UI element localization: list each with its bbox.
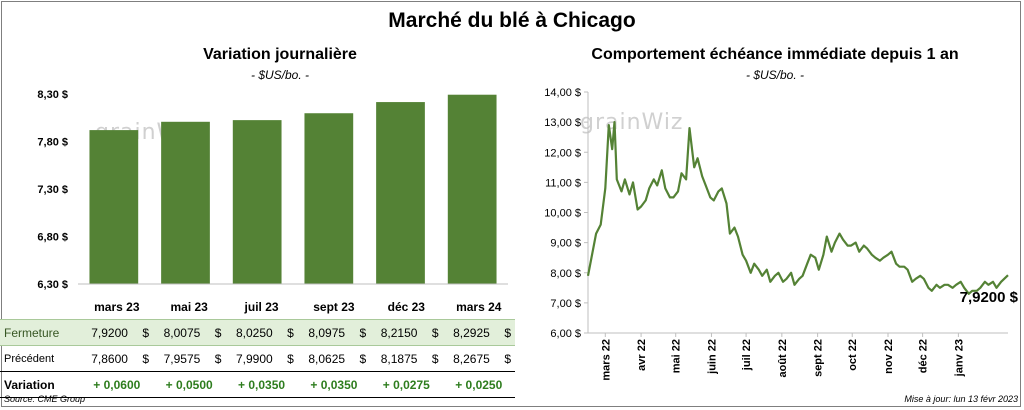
currency-symbol: $ xyxy=(127,345,153,372)
bar-chart-unit: - $US/bo. - xyxy=(250,68,310,82)
y-tick-label: 7,80 $ xyxy=(37,137,68,149)
table-cell: + 0,0600 xyxy=(80,371,153,398)
row-label: Fermeture xyxy=(0,319,81,346)
x-tick-label: janv 23 xyxy=(953,339,965,377)
line-chart-title: Comportement échéance immédiate depuis 1… xyxy=(591,46,959,63)
currency-symbol: $ xyxy=(345,319,371,346)
table-cell: 8,2675 xyxy=(442,345,490,372)
table-cell: 7,8600 xyxy=(80,345,128,372)
table-cell: + 0,0275 xyxy=(370,371,443,398)
currency-symbol: $ xyxy=(127,319,153,346)
y-tick-label: 6,00 $ xyxy=(550,328,581,340)
table-cell: 7,9200 xyxy=(80,319,128,346)
y-tick-label: 6,80 $ xyxy=(37,232,68,244)
y-tick-label: 8,00 $ xyxy=(550,268,581,280)
line-chart-watermark: grainWiz xyxy=(580,110,684,135)
table-row-close: Fermeture 7,9200 $ 8,0075 $ 8,0250 $ 8,0975… xyxy=(0,319,515,346)
x-tick-label: déc 22 xyxy=(918,339,930,373)
table-cell: + 0,0350 xyxy=(297,371,371,398)
x-tick-label: mai 22 xyxy=(671,339,683,373)
x-tick-label: août 22 xyxy=(777,339,789,378)
table-header: mars 23 xyxy=(94,299,140,314)
currency-symbol: $ xyxy=(417,345,443,372)
y-tick-label: 8,30 $ xyxy=(37,89,68,101)
table-cell: 8,0625 xyxy=(297,345,346,372)
currency-symbol: $ xyxy=(272,319,298,346)
table-cell: + 0,0350 xyxy=(225,371,298,398)
source-note: Source: CME Group xyxy=(4,394,86,404)
table-header: juil 23 xyxy=(244,299,279,314)
row-label: Variation xyxy=(0,371,81,398)
bar xyxy=(447,94,497,285)
table-header: déc 23 xyxy=(387,299,425,314)
bar xyxy=(232,120,282,284)
currency-symbol: $ xyxy=(200,319,226,346)
line-chart-unit: - $US/bo. - xyxy=(745,68,805,82)
line-chart: 6,00 $ 7,00 $ 8,00 $ 9,00 $ 10,00 $ 11,00 $ 12… xyxy=(544,87,1019,381)
table-cell: 8,1875 xyxy=(370,345,418,372)
price-line xyxy=(586,120,1009,295)
last-value-label: 7,9200 $ xyxy=(960,289,1019,306)
y-tick-label: 7,00 $ xyxy=(550,298,581,310)
currency-symbol: $ xyxy=(489,345,515,372)
x-tick-label: juin 22 xyxy=(706,339,718,375)
bar xyxy=(89,130,139,284)
y-tick-label: 11,00 $ xyxy=(545,177,581,189)
bar xyxy=(376,102,425,284)
currency-symbol: $ xyxy=(489,319,515,346)
bar-chart-title: Variation journalière xyxy=(203,46,357,63)
bar xyxy=(161,121,210,284)
y-tick-label: 10,00 $ xyxy=(544,208,581,220)
table-cell: 8,0075 xyxy=(153,319,201,346)
table-row-previous: Précédent 7,8600 $ 7,9575 $ 7,9900 $ 8,0625… xyxy=(0,345,515,372)
y-tick-label: 14,00 $ xyxy=(544,87,581,99)
table-header: mai 23 xyxy=(170,299,208,314)
x-tick-label: sept 22 xyxy=(813,339,825,377)
bar-chart: 6,30 $ 6,80 $ 7,30 $ 7,80 $ 8,30 $ xyxy=(37,89,508,291)
table-cell: 8,2925 xyxy=(442,319,490,346)
y-tick-label: 7,30 $ xyxy=(37,184,68,196)
table-cell: 8,0975 xyxy=(297,319,346,346)
currency-symbol: $ xyxy=(200,345,226,372)
table-cell: + 0,0250 xyxy=(442,371,515,398)
price-table: mars 23 mai 23 juil 23 sept 23 déc 23 ma… xyxy=(0,294,515,398)
currency-symbol: $ xyxy=(272,345,298,372)
table-cell: + 0,0500 xyxy=(153,371,226,398)
table-row-variation: Variation + 0,0600 + 0,0500 + 0,0350 + 0… xyxy=(0,371,515,398)
y-tick-label: 13,00 $ xyxy=(544,117,581,129)
x-tick-label: avr 22 xyxy=(636,339,648,371)
y-tick-label: 9,00 $ xyxy=(550,238,581,250)
currency-symbol: $ xyxy=(345,345,371,372)
table-cell: 8,0250 xyxy=(225,319,273,346)
table-header-row: mars 23 mai 23 juil 23 sept 23 déc 23 ma… xyxy=(0,294,515,320)
x-tick-label: juil 22 xyxy=(741,339,753,371)
table-header: sept 23 xyxy=(313,299,355,314)
table-cell: 8,2150 xyxy=(370,319,418,346)
table-header: mars 24 xyxy=(456,299,502,314)
x-tick-label: mars 22 xyxy=(600,339,612,381)
table-cell: 7,9900 xyxy=(225,345,273,372)
y-tick-label: 12,00 $ xyxy=(544,147,581,159)
main-title: Marché du blé à Chicago xyxy=(388,9,636,32)
currency-symbol: $ xyxy=(417,319,443,346)
y-tick-label: 6,30 $ xyxy=(37,279,68,291)
x-tick-label: oct 22 xyxy=(847,339,859,371)
row-label: Précédent xyxy=(0,345,81,372)
x-tick-label: nov 22 xyxy=(883,339,895,374)
bar xyxy=(304,113,354,284)
table-cell: 7,9575 xyxy=(153,345,201,372)
update-note: Mise à jour: lun 13 févr 2023 xyxy=(904,394,1018,404)
